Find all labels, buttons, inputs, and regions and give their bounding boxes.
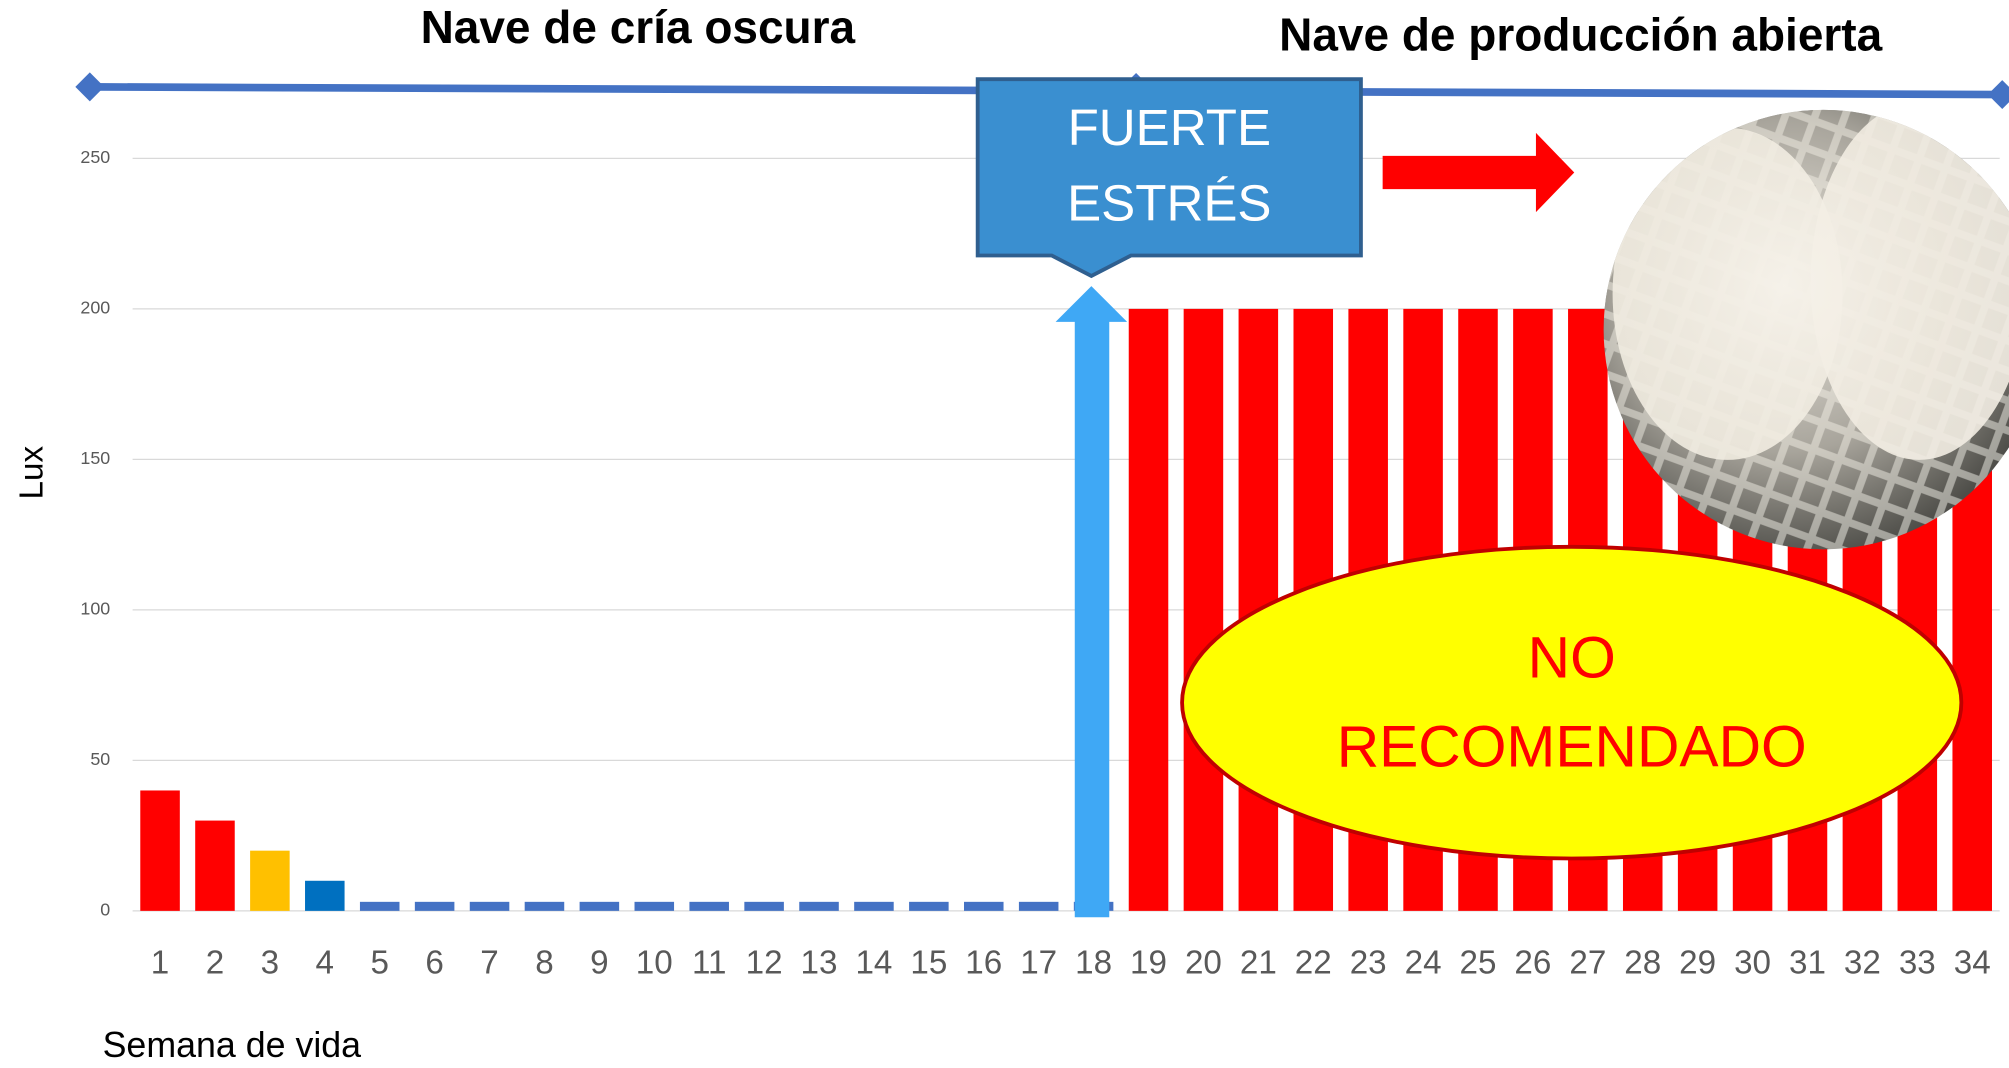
warning: NO RECOMENDADO xyxy=(1182,547,1961,859)
bar xyxy=(250,851,290,911)
bar xyxy=(909,902,949,911)
bar xyxy=(360,902,400,911)
x-tick-label: 28 xyxy=(1624,944,1661,981)
stress-text: ESTRÉS xyxy=(1067,174,1271,231)
bar xyxy=(854,902,894,911)
bar xyxy=(470,902,510,911)
bar xyxy=(744,902,784,911)
bar xyxy=(689,902,729,911)
x-tick-label: 10 xyxy=(636,944,673,981)
y-tick-label: 250 xyxy=(80,147,110,167)
x-tick-label: 26 xyxy=(1514,944,1551,981)
x-tick-label: 6 xyxy=(425,944,443,981)
x-tick-label: 23 xyxy=(1350,944,1387,981)
x-tick-label: 9 xyxy=(590,944,608,981)
x-tick-label: 31 xyxy=(1789,944,1826,981)
x-tick-label: 11 xyxy=(692,944,726,981)
bar xyxy=(635,902,675,911)
bar xyxy=(580,902,620,911)
x-tick-label: 12 xyxy=(746,944,783,981)
x-tick-label: 21 xyxy=(1240,944,1277,981)
x-tick-label: 20 xyxy=(1185,944,1222,981)
x-tick-label: 27 xyxy=(1569,944,1606,981)
x-tick-label: 3 xyxy=(261,944,279,981)
x-axis-label: Semana de vida xyxy=(103,1025,362,1065)
x-tick-label: 19 xyxy=(1130,944,1167,981)
x-tick-label: 5 xyxy=(370,944,388,981)
warning-text: NO xyxy=(1528,625,1616,690)
x-tick-label: 13 xyxy=(801,944,838,981)
x-tick-label: 30 xyxy=(1734,944,1771,981)
x-tick-label: 17 xyxy=(1020,944,1057,981)
y-axis-label: Lux xyxy=(13,446,50,500)
x-tick-label: 15 xyxy=(910,944,947,981)
x-tick-label: 16 xyxy=(965,944,1002,981)
bar xyxy=(140,790,180,910)
bar xyxy=(195,821,235,911)
right-arrow xyxy=(1383,133,1575,212)
bar xyxy=(1019,902,1059,911)
y-tick-label: 200 xyxy=(80,298,110,318)
x-tick-label: 7 xyxy=(480,944,498,981)
bar xyxy=(1129,309,1169,911)
x-tick-label: 24 xyxy=(1405,944,1442,981)
x-tick-label: 32 xyxy=(1844,944,1881,981)
chart: 0 50 100 150 200 250 FUERTE ESTRÉS NO RECOMEN… xyxy=(0,0,2009,1068)
x-tick-label: 29 xyxy=(1679,944,1716,981)
y-tick-label: 0 xyxy=(100,900,110,920)
x-tick-label: 1 xyxy=(151,944,169,981)
bar xyxy=(415,902,455,911)
x-tick-label: 14 xyxy=(855,944,892,981)
warning-text: RECOMENDADO xyxy=(1337,715,1807,780)
bar xyxy=(525,902,565,911)
stress-text: FUERTE xyxy=(1068,99,1271,156)
phase-title: Nave de cría oscura xyxy=(421,1,856,53)
bar xyxy=(799,902,839,911)
phase-title: Nave de producción abierta xyxy=(1279,8,1882,60)
bar xyxy=(305,881,345,911)
stress-callout: FUERTE ESTRÉS xyxy=(978,79,1361,276)
x-tick-label: 8 xyxy=(535,944,553,981)
x-tick-label: 4 xyxy=(316,944,334,981)
page: 0 50 100 150 200 250 FUERTE ESTRÉS NO RECOMEN… xyxy=(0,0,2009,1068)
x-tick-label: 34 xyxy=(1954,944,1991,981)
x-tick-label: 2 xyxy=(206,944,224,981)
y-tick-label: 150 xyxy=(80,448,110,468)
y-tick-label: 50 xyxy=(90,749,110,769)
x-tick-label: 25 xyxy=(1460,944,1497,981)
x-tick-label: 18 xyxy=(1075,944,1112,981)
x-tick-label: 33 xyxy=(1899,944,1936,981)
bar xyxy=(964,902,1004,911)
x-tick-label: 22 xyxy=(1295,944,1332,981)
stress-arrow xyxy=(1056,286,1128,917)
bar xyxy=(1184,309,1224,911)
y-tick-label: 100 xyxy=(80,599,110,619)
